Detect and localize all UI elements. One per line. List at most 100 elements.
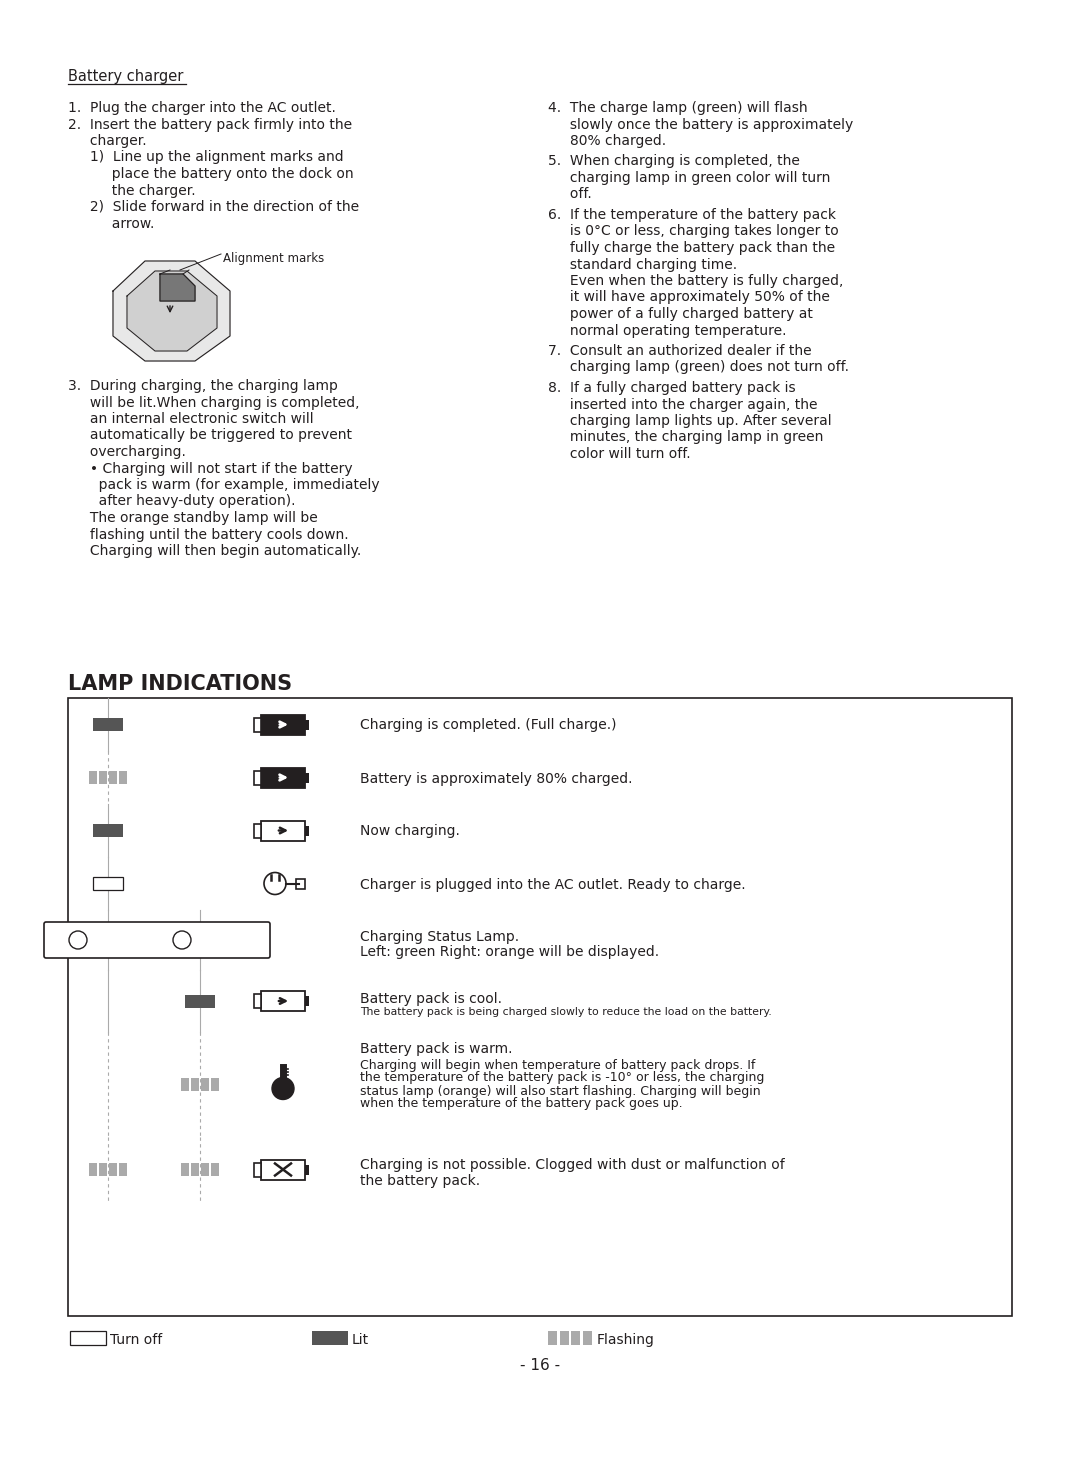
- Bar: [583, 1331, 592, 1345]
- Text: 8.  If a fully charged battery pack is: 8. If a fully charged battery pack is: [548, 381, 796, 395]
- Bar: [99, 772, 107, 785]
- Text: 4.  The charge lamp (green) will flash: 4. The charge lamp (green) will flash: [548, 101, 808, 116]
- Bar: [120, 772, 127, 785]
- Circle shape: [272, 1078, 294, 1099]
- Text: it will have approximately 50% of the: it will have approximately 50% of the: [548, 290, 829, 305]
- Bar: [261, 991, 305, 1012]
- Bar: [181, 1162, 189, 1176]
- Text: Now charging.: Now charging.: [360, 824, 460, 839]
- Circle shape: [173, 931, 191, 949]
- Bar: [191, 1078, 199, 1091]
- Text: overcharging.: overcharging.: [68, 445, 186, 460]
- Text: off.: off.: [548, 187, 592, 202]
- Text: will be lit.When charging is completed,: will be lit.When charging is completed,: [68, 395, 360, 410]
- Text: minutes, the charging lamp in green: minutes, the charging lamp in green: [548, 430, 823, 445]
- Text: (Orange): (Orange): [193, 928, 249, 941]
- Bar: [201, 1078, 208, 1091]
- Text: Lit: Lit: [352, 1334, 369, 1347]
- Text: charging lamp (green) does not turn off.: charging lamp (green) does not turn off.: [548, 360, 849, 375]
- Text: 80% charged.: 80% charged.: [548, 135, 666, 148]
- Bar: [89, 772, 96, 785]
- Text: 2)  Slide forward in the direction of the: 2) Slide forward in the direction of the: [68, 201, 360, 214]
- Text: place the battery onto the dock on: place the battery onto the dock on: [68, 167, 353, 182]
- Text: Charging Status Lamp.: Charging Status Lamp.: [360, 930, 519, 944]
- Text: 1.  Plug the charger into the AC outlet.: 1. Plug the charger into the AC outlet.: [68, 101, 336, 116]
- Bar: [191, 1162, 199, 1176]
- Circle shape: [264, 873, 286, 895]
- Bar: [305, 773, 309, 782]
- Bar: [109, 1162, 117, 1176]
- Text: - 16 -: - 16 -: [519, 1359, 561, 1373]
- Bar: [261, 820, 305, 840]
- Text: 6.  If the temperature of the battery pack: 6. If the temperature of the battery pac…: [548, 208, 836, 223]
- Text: The orange standby lamp will be: The orange standby lamp will be: [68, 511, 318, 526]
- Text: power of a fully charged battery at: power of a fully charged battery at: [548, 307, 813, 321]
- Text: inserted into the charger again, the: inserted into the charger again, the: [548, 398, 818, 411]
- Bar: [93, 824, 123, 837]
- Text: Left: green Right: orange will be displayed.: Left: green Right: orange will be displa…: [360, 944, 659, 959]
- Text: after heavy-duty operation).: after heavy-duty operation).: [68, 495, 296, 508]
- Bar: [93, 877, 123, 890]
- Text: Turn off: Turn off: [110, 1334, 162, 1347]
- Text: automatically be triggered to prevent: automatically be triggered to prevent: [68, 429, 352, 442]
- Text: the battery pack.: the battery pack.: [360, 1174, 481, 1187]
- Text: the charger.: the charger.: [68, 183, 195, 198]
- Bar: [89, 1162, 96, 1176]
- Text: Battery pack is cool.: Battery pack is cool.: [360, 993, 502, 1006]
- Bar: [109, 772, 117, 785]
- Text: charging lamp lights up. After several: charging lamp lights up. After several: [548, 414, 832, 427]
- Text: 2.  Insert the battery pack firmly into the: 2. Insert the battery pack firmly into t…: [68, 117, 352, 132]
- Text: LAMP INDICATIONS: LAMP INDICATIONS: [68, 673, 292, 694]
- Text: is 0°C or less, charging takes longer to: is 0°C or less, charging takes longer to: [548, 224, 839, 239]
- Bar: [254, 1162, 261, 1177]
- Text: pack is warm (for example, immediately: pack is warm (for example, immediately: [68, 479, 380, 492]
- Bar: [70, 1331, 106, 1345]
- Bar: [254, 994, 261, 1009]
- Bar: [305, 826, 309, 836]
- Text: Charger is plugged into the AC outlet. Ready to charge.: Charger is plugged into the AC outlet. R…: [360, 877, 745, 892]
- Text: status lamp (orange) will also start flashing. Charging will begin: status lamp (orange) will also start fla…: [360, 1085, 760, 1098]
- Text: Charging is not possible. Clogged with dust or malfunction of: Charging is not possible. Clogged with d…: [360, 1158, 785, 1171]
- Text: arrow.: arrow.: [68, 217, 154, 230]
- Bar: [185, 994, 215, 1007]
- Text: charging lamp in green color will turn: charging lamp in green color will turn: [548, 171, 831, 184]
- Bar: [212, 1162, 219, 1176]
- Text: Battery charger: Battery charger: [68, 69, 184, 83]
- Text: standard charging time.: standard charging time.: [548, 258, 738, 271]
- Bar: [548, 1331, 557, 1345]
- Text: • Charging will not start if the battery: • Charging will not start if the battery: [68, 461, 353, 476]
- Text: (Green): (Green): [89, 928, 137, 941]
- Bar: [99, 1162, 107, 1176]
- Bar: [254, 823, 261, 837]
- Bar: [254, 717, 261, 732]
- FancyBboxPatch shape: [44, 922, 270, 957]
- Text: when the temperature of the battery pack goes up.: when the temperature of the battery pack…: [360, 1098, 683, 1111]
- Text: 3.  During charging, the charging lamp: 3. During charging, the charging lamp: [68, 379, 338, 392]
- Bar: [571, 1331, 580, 1345]
- Polygon shape: [113, 261, 230, 362]
- Bar: [305, 719, 309, 729]
- Circle shape: [69, 931, 87, 949]
- Text: normal operating temperature.: normal operating temperature.: [548, 324, 786, 338]
- Polygon shape: [160, 274, 195, 302]
- Text: Alignment marks: Alignment marks: [222, 252, 324, 265]
- Text: Battery pack is warm.: Battery pack is warm.: [360, 1042, 513, 1057]
- Text: fully charge the battery pack than the: fully charge the battery pack than the: [548, 242, 835, 255]
- Bar: [312, 1331, 348, 1345]
- Text: 7.  Consult an authorized dealer if the: 7. Consult an authorized dealer if the: [548, 344, 812, 359]
- Bar: [296, 878, 305, 889]
- Bar: [201, 1162, 208, 1176]
- Polygon shape: [127, 271, 217, 351]
- Bar: [93, 717, 123, 731]
- Bar: [254, 770, 261, 785]
- Text: the temperature of the battery pack is -10° or less, the charging: the temperature of the battery pack is -…: [360, 1072, 765, 1085]
- Text: Charging will begin when temperature of battery pack drops. If: Charging will begin when temperature of …: [360, 1058, 755, 1072]
- Bar: [261, 714, 305, 735]
- Text: color will turn off.: color will turn off.: [548, 447, 690, 461]
- Bar: [68, 698, 1012, 1316]
- Bar: [261, 1159, 305, 1180]
- Text: 1)  Line up the alignment marks and: 1) Line up the alignment marks and: [68, 151, 343, 164]
- Text: Even when the battery is fully charged,: Even when the battery is fully charged,: [548, 274, 843, 288]
- Bar: [305, 1164, 309, 1174]
- Text: Charging will then begin automatically.: Charging will then begin automatically.: [68, 545, 361, 558]
